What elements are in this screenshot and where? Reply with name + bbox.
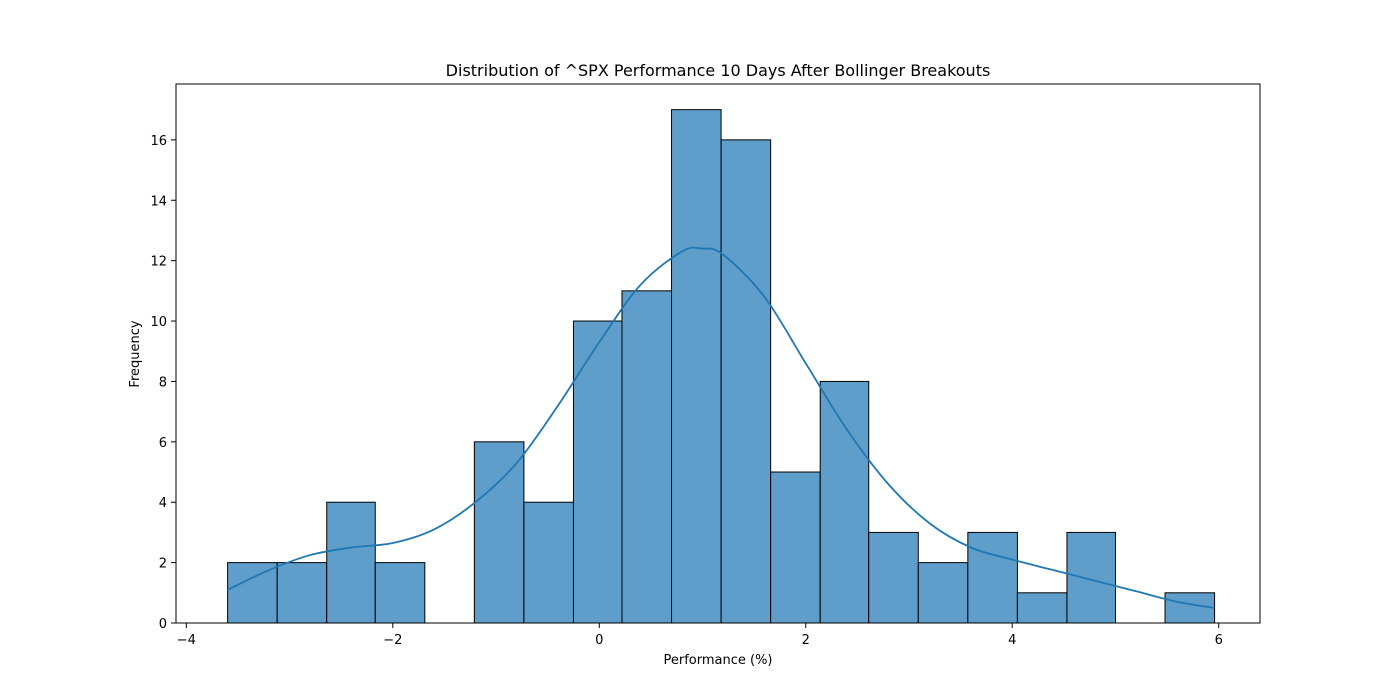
- y-axis-label: Frequency: [128, 320, 143, 387]
- histogram-bars: [227, 109, 1216, 624]
- histogram-bar: [967, 531, 1018, 624]
- histogram-bar: [227, 562, 278, 624]
- y-tick-label: 14: [150, 194, 167, 209]
- histogram-bar: [276, 562, 328, 624]
- x-tick-label: 0: [595, 633, 603, 648]
- histogram-bar: [671, 109, 722, 624]
- y-tick-label: 6: [159, 436, 167, 451]
- x-tick-label: 2: [802, 633, 810, 648]
- x-tick-label: 6: [1215, 633, 1223, 648]
- y-tick-label: 12: [150, 255, 167, 270]
- kde-line: [227, 246, 1215, 609]
- y-axis-ticks: 0 2 4 6 8 10 12 14 16: [150, 134, 176, 632]
- histogram-bar: [1164, 592, 1216, 624]
- histogram-bar: [720, 139, 772, 624]
- histogram-bar: [917, 562, 969, 624]
- y-tick-label: 4: [159, 496, 167, 511]
- histogram-bar: [374, 562, 426, 624]
- y-tick-label: 2: [159, 557, 167, 572]
- histogram-bar: [819, 380, 870, 624]
- histogram-bar: [473, 441, 525, 624]
- y-tick-label: 10: [150, 315, 167, 330]
- histogram-bar: [572, 320, 623, 624]
- x-tick-label: 4: [1008, 633, 1016, 648]
- x-tick-label: −2: [383, 633, 402, 648]
- x-axis-label: Performance (%): [663, 653, 772, 668]
- histogram-bar: [1016, 592, 1068, 624]
- plot-frame: [175, 83, 1261, 624]
- histogram-bar: [770, 471, 821, 624]
- histogram-bar: [621, 290, 673, 624]
- y-tick-label: 0: [159, 617, 167, 632]
- x-tick-label: −4: [177, 633, 196, 648]
- y-tick-label: 16: [150, 134, 167, 149]
- y-tick-label: 8: [159, 375, 167, 390]
- histogram-bar: [326, 501, 376, 624]
- histogram-bar: [523, 501, 574, 624]
- histogram-bar: [868, 531, 919, 624]
- x-axis-ticks: −4 −2 0 2 4 6: [177, 623, 1223, 648]
- chart-title: Distribution of ^SPX Performance 10 Days…: [446, 61, 991, 80]
- histogram-bar: [1066, 531, 1116, 624]
